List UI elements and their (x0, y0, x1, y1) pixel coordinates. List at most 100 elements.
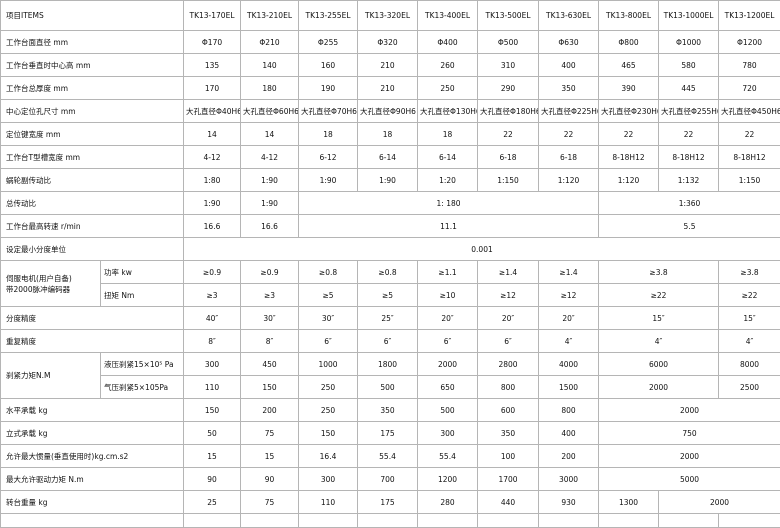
value-cell: 300 (299, 468, 358, 491)
value-cell: ≥3 (184, 284, 241, 307)
value-cell: ≥10 (418, 284, 478, 307)
row-label: 转台重量 kg (1, 491, 184, 514)
value-cell: 4″ (599, 330, 719, 353)
value-cell: 210 (358, 54, 418, 77)
value-cell: 8-18H12 (599, 146, 659, 169)
value-cell: 800 (539, 399, 599, 422)
value-cell: 500 (418, 399, 478, 422)
value-cell: 350 (539, 77, 599, 100)
value-cell: 1:360 (599, 192, 780, 215)
value-cell: 4-12 (241, 146, 299, 169)
value-cell: 280 (418, 491, 478, 514)
value-cell: 1500 (539, 376, 599, 399)
value-cell: 1800 (358, 353, 418, 376)
value-cell: 500 (358, 376, 418, 399)
model-name: TK13-800EL (599, 1, 659, 31)
value-cell: 100 (478, 445, 539, 468)
empty-cell (299, 514, 358, 528)
value-cell: ≥1.1 (418, 261, 478, 284)
value-cell: 90 (241, 468, 299, 491)
value-cell: 6-18 (539, 146, 599, 169)
value-cell: 1:90 (358, 169, 418, 192)
empty-cell (478, 514, 539, 528)
value-cell: 14 (184, 123, 241, 146)
value-cell: 390 (599, 77, 659, 100)
value-cell: 800 (478, 376, 539, 399)
value-cell: ≥3.8 (599, 261, 719, 284)
value-cell: ≥3 (241, 284, 299, 307)
model-name: TK13-630EL (539, 1, 599, 31)
value-cell: 15″ (719, 307, 780, 330)
value-cell: 6-18 (478, 146, 539, 169)
value-cell: 350 (358, 399, 418, 422)
model-name: TK13-1000EL (659, 1, 719, 31)
value-cell: 1300 (599, 491, 659, 514)
value-cell: ≥0.8 (358, 261, 418, 284)
value-cell: 大孔直径Φ90H6 (358, 100, 418, 123)
value-cell: 260 (418, 54, 478, 77)
value-cell: 290 (478, 77, 539, 100)
value-cell: 2000 (599, 376, 719, 399)
value-cell: 2000 (599, 445, 780, 468)
row-label: 最大允许驱动力矩 N.m (1, 468, 184, 491)
row-label: 工作台面直径 mm (1, 31, 184, 54)
value-cell: 250 (299, 376, 358, 399)
value-cell: 55.4 (418, 445, 478, 468)
value-cell: 200 (539, 445, 599, 468)
value-cell: 5.5 (599, 215, 780, 238)
value-cell: 大孔直径Φ255H6 (659, 100, 719, 123)
value-cell: 700 (358, 468, 418, 491)
value-cell: 300 (184, 353, 241, 376)
value-cell: 75 (241, 422, 299, 445)
group-label: 刹紧力矩N.M (1, 353, 101, 399)
value-cell: ≥12 (539, 284, 599, 307)
value-cell: 8-18H12 (659, 146, 719, 169)
value-cell: 160 (299, 54, 358, 77)
value-cell: 1:20 (418, 169, 478, 192)
value-cell: ≥22 (719, 284, 780, 307)
value-cell: 1000 (299, 353, 358, 376)
value-cell: 190 (299, 77, 358, 100)
value-cell: 720 (719, 77, 780, 100)
empty-cell (1, 514, 184, 528)
value-cell: 4″ (539, 330, 599, 353)
value-cell: 20″ (478, 307, 539, 330)
row-label: 工作台最高转速 r/min (1, 215, 184, 238)
value-cell: ≥0.8 (299, 261, 358, 284)
value-cell: 210 (358, 77, 418, 100)
value-cell: 25 (184, 491, 241, 514)
value-cell: 4″ (719, 330, 780, 353)
row-label: 立式承载 kg (1, 422, 184, 445)
value-cell: ≥0.9 (184, 261, 241, 284)
value-cell: 465 (599, 54, 659, 77)
value-cell: ≥5 (299, 284, 358, 307)
value-cell: 22 (599, 123, 659, 146)
model-name: TK13-320EL (358, 1, 418, 31)
value-cell: 25″ (358, 307, 418, 330)
value-cell: 310 (478, 54, 539, 77)
value-cell: 6″ (418, 330, 478, 353)
sub-label: 气压刹紧5×105Pa (101, 376, 184, 399)
value-cell: 大孔直径Φ180H6 (478, 100, 539, 123)
value-cell: 50 (184, 422, 241, 445)
value-cell: 1:150 (719, 169, 780, 192)
value-cell: 180 (241, 77, 299, 100)
value-cell: 1200 (418, 468, 478, 491)
value-cell: 1:90 (241, 192, 299, 215)
value-cell: 1:150 (478, 169, 539, 192)
value-cell: 22 (539, 123, 599, 146)
value-cell: 22 (659, 123, 719, 146)
value-cell: 14 (241, 123, 299, 146)
value-cell: 18 (418, 123, 478, 146)
value-cell: 1:80 (184, 169, 241, 192)
empty-cell (719, 514, 780, 528)
value-cell: Φ630 (539, 31, 599, 54)
value-cell: 6-14 (358, 146, 418, 169)
value-cell: 250 (418, 77, 478, 100)
empty-cell (418, 514, 478, 528)
